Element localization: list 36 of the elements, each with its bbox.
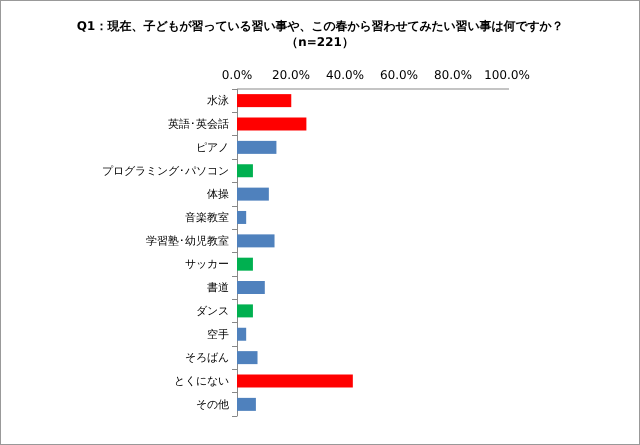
- bar: [237, 281, 265, 294]
- bar: [237, 94, 292, 108]
- bar: [237, 188, 269, 201]
- bar: [237, 374, 353, 388]
- y-tick-label: 水泳: [207, 94, 229, 108]
- x-tick-label: 0.0%: [222, 68, 252, 82]
- bar: [237, 258, 253, 271]
- y-tick-label: プログラミング･パソコン: [102, 164, 229, 178]
- bar: [237, 304, 253, 318]
- x-tick-label: 100.0%: [484, 68, 530, 82]
- y-tick-label: その他: [196, 398, 229, 411]
- y-tick-label: 空手: [207, 328, 229, 341]
- y-tick-label: ピアノ: [196, 140, 229, 154]
- chart-subtitle: （n=221）: [286, 35, 354, 49]
- bar: [237, 210, 246, 224]
- y-tick-label: 学習塾･幼児教室: [146, 234, 229, 248]
- y-tick-label: 書道: [207, 281, 229, 294]
- bar: [237, 140, 276, 154]
- y-tick-label: 体操: [207, 188, 229, 201]
- y-tick-label: ダンス: [196, 304, 229, 318]
- y-tick-label: サッカー: [185, 258, 229, 271]
- y-tick-label: 音楽教室: [185, 210, 229, 224]
- bar: [237, 328, 246, 341]
- bar: [237, 351, 258, 364]
- bar: [237, 398, 256, 411]
- bar: [237, 234, 275, 248]
- x-tick-label: 80.0%: [434, 68, 472, 82]
- bar: [237, 118, 306, 131]
- y-tick-label: とくにない: [174, 374, 229, 388]
- y-tick-label: そろばん: [185, 351, 229, 364]
- bar: [237, 164, 253, 178]
- x-tick-label: 20.0%: [272, 68, 310, 82]
- x-tick-label: 40.0%: [326, 68, 364, 82]
- chart-title: Q1：現在、子どもが習っている習い事や、この春から習わせてみたい習い事は何ですか？: [76, 19, 564, 33]
- y-tick-label: 英語･英会話: [168, 118, 229, 131]
- x-tick-label: 60.0%: [380, 68, 418, 82]
